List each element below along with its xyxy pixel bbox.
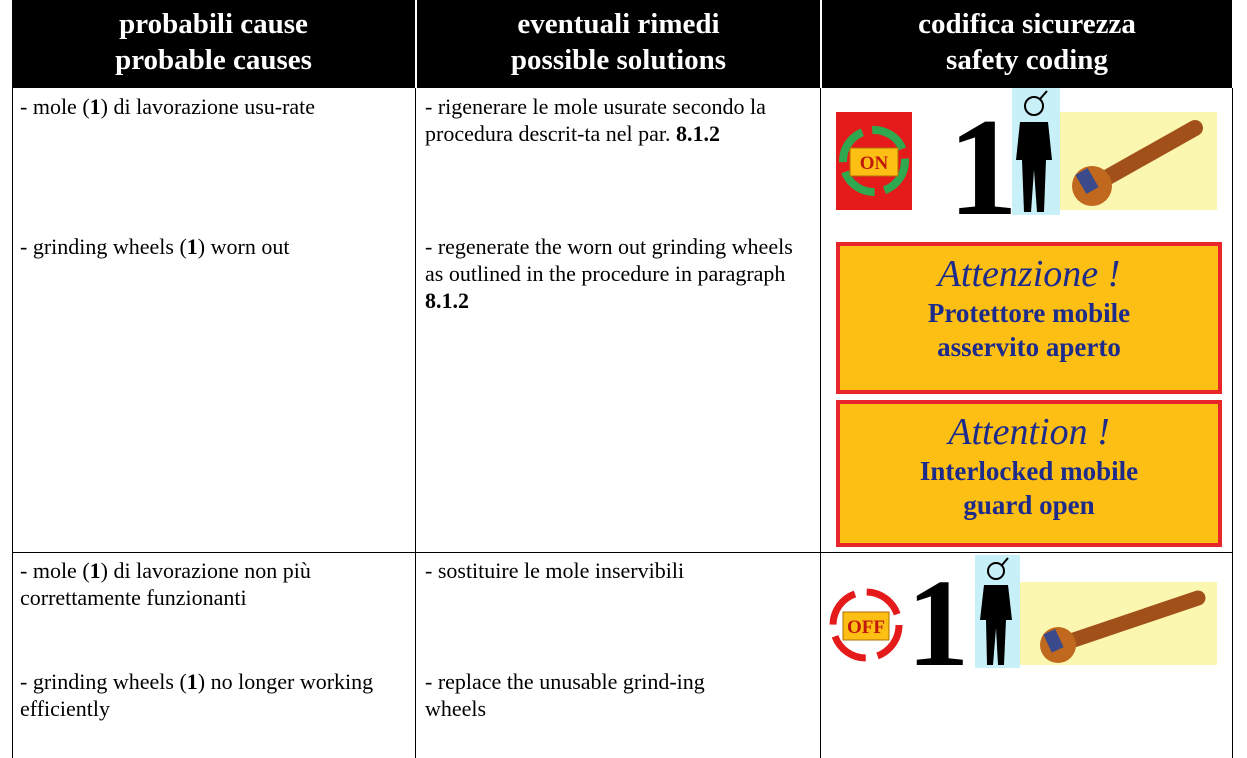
operator-count: 1 [948, 90, 1018, 245]
text: 1 [186, 669, 198, 694]
header-text: probable causes [115, 44, 312, 76]
state-box [849, 147, 899, 177]
text: - rigenerare le mole usurate secondo la … [425, 94, 766, 146]
warning-line: Protettore mobile [927, 298, 1131, 328]
warning-sign: Attention ! Interlocked mobile guard ope… [836, 400, 1222, 547]
text: 8.1.2 [425, 288, 469, 313]
text: 1 [89, 94, 101, 119]
cause: - grinding wheels (1) no longer working … [20, 668, 410, 722]
solution: - sostituire le mole inservibili [425, 557, 815, 584]
solution: - rigenerare le mole usurate secondo la … [425, 93, 785, 147]
wrench-icon [1040, 590, 1206, 663]
text: 1 [186, 234, 198, 259]
text: - mole ( [20, 558, 90, 583]
warning-title: Attenzione ! [937, 253, 1121, 295]
border [1232, 88, 1233, 758]
header-cell: eventuali rimedi possible solutions [417, 0, 820, 88]
text: - sostituire le mole inservibili [425, 558, 685, 583]
warning-sign: Attenzione ! Protettore mobile asservito… [836, 242, 1222, 394]
warning-title: Attention ! [948, 411, 1110, 453]
header-text: codifica sicurezza [918, 8, 1136, 40]
state-label: ON [860, 153, 889, 174]
text: 1 [89, 558, 101, 583]
cause: - mole (1) di lavorazione usu-rate [20, 93, 390, 120]
state-label: OFF [847, 617, 885, 638]
text: ) di lavorazione non più correttamente f… [20, 558, 311, 610]
header-cell: codifica sicurezza safety coding [822, 0, 1232, 88]
text: - regenerate the worn out grinding wheel… [425, 234, 793, 286]
text: ) no longer working efficiently [20, 669, 374, 721]
text: ) di lavorazione usu-rate [100, 94, 316, 119]
header-text: eventuali rimedi [517, 8, 720, 40]
border [820, 88, 821, 758]
text: 8.1.2 [676, 121, 721, 146]
arrows [829, 588, 903, 662]
warning-line: Interlocked mobile [919, 456, 1139, 486]
header-cell: probabili cause probable causes [12, 0, 415, 88]
text: - mole ( [20, 94, 90, 119]
state-box [842, 611, 890, 641]
text: - grinding wheels ( [20, 669, 187, 694]
solution: - replace the unusable grind-ing wheels [425, 668, 770, 722]
cause: - mole (1) di lavorazione non più corret… [20, 557, 410, 611]
header-text: possible solutions [510, 44, 727, 76]
cause: - grinding wheels (1) worn out [20, 233, 360, 260]
text: ) worn out [197, 234, 290, 259]
warning-line: guard open [963, 490, 1095, 520]
wrench-icon [1072, 120, 1203, 206]
arrows [839, 126, 909, 196]
border [12, 88, 13, 758]
operator-count: 1 [907, 555, 970, 693]
header-text: probabili cause [119, 8, 308, 40]
man-icon [1016, 90, 1052, 212]
text: - grinding wheels ( [20, 234, 187, 259]
man-icon [980, 557, 1012, 665]
border [12, 552, 1233, 553]
solution: - regenerate the worn out grinding wheel… [425, 233, 810, 314]
warning-line: asservito aperto [937, 332, 1121, 362]
border [415, 88, 416, 758]
text: - replace the unusable grind-ing wheels [425, 669, 705, 721]
header-text: safety coding [946, 44, 1108, 76]
